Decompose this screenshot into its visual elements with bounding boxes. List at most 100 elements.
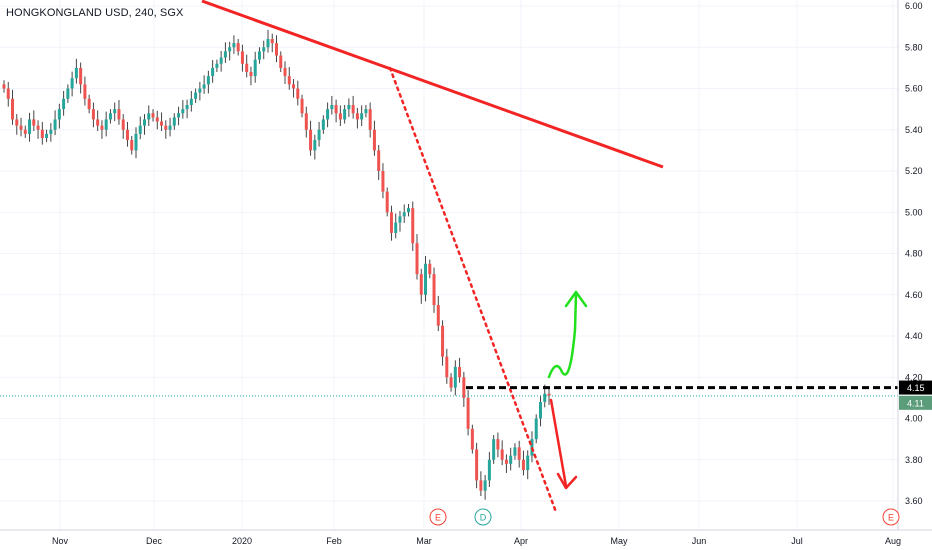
candle <box>19 117 23 137</box>
candle <box>351 95 355 119</box>
candle <box>202 75 206 94</box>
candle <box>287 67 291 90</box>
candle <box>228 41 232 61</box>
candle <box>45 129 49 143</box>
candle <box>53 110 57 136</box>
candle <box>483 475 487 500</box>
event-marker-d1[interactable]: D <box>474 508 492 526</box>
x-tick-label: Dec <box>146 536 163 546</box>
bearish-arrow[interactable] <box>549 398 568 488</box>
y-tick-label: 5.00 <box>905 207 923 217</box>
resistance-trendline[interactable] <box>201 0 664 169</box>
y-tick-label: 5.20 <box>905 166 923 176</box>
y-tick-label: 5.60 <box>905 84 923 94</box>
candle <box>449 373 453 392</box>
candle <box>2 80 6 93</box>
y-tick-label: 6.00 <box>905 1 923 11</box>
candle <box>347 98 351 117</box>
candle <box>309 120 313 156</box>
grid <box>0 0 898 530</box>
last-price-label: 4.11 <box>907 398 924 408</box>
candle <box>6 81 10 107</box>
candle <box>151 109 155 122</box>
bullish-arrowhead <box>564 290 588 308</box>
candle <box>428 259 432 279</box>
level-price-badge <box>899 380 932 395</box>
candle <box>317 121 321 147</box>
x-tick-label: Apr <box>514 536 528 546</box>
event-marker-e2[interactable]: E <box>882 508 900 526</box>
event-label: E <box>888 513 894 523</box>
candle <box>257 47 261 64</box>
candle <box>432 267 436 313</box>
y-tick-label: 4.60 <box>905 290 923 300</box>
candle <box>368 102 372 138</box>
candle <box>462 371 466 407</box>
candle <box>125 121 129 147</box>
candle <box>326 102 330 128</box>
event-label: E <box>435 513 441 523</box>
candle <box>445 348 449 384</box>
candle <box>23 125 27 138</box>
candle <box>113 102 117 122</box>
candle <box>538 395 542 427</box>
y-tick-label: 3.60 <box>905 496 923 506</box>
candle <box>402 204 406 223</box>
time-axis: Nov Dec 2020 Feb Mar Apr May Jun Jul Aug <box>0 529 932 546</box>
candle <box>419 268 423 304</box>
dotted-trendline[interactable] <box>388 66 558 514</box>
candle <box>479 471 483 497</box>
candle <box>240 44 244 72</box>
candle <box>134 127 138 159</box>
drawings <box>0 0 898 514</box>
candle <box>275 35 278 63</box>
candle <box>330 95 334 115</box>
candle <box>74 58 78 84</box>
candle <box>87 94 91 114</box>
candle <box>372 120 376 156</box>
candle <box>270 33 274 53</box>
candle <box>398 211 402 232</box>
candle <box>262 40 266 60</box>
x-tick-label: Jun <box>692 536 707 546</box>
candle <box>177 106 181 126</box>
candle <box>334 99 338 123</box>
candle <box>517 440 521 468</box>
y-tick-label: 4.20 <box>905 372 923 382</box>
candle <box>70 71 74 97</box>
candle <box>504 454 508 473</box>
candle <box>377 145 381 181</box>
last-price-badge <box>899 395 932 410</box>
candle <box>509 447 513 471</box>
candle <box>513 443 517 460</box>
candle <box>117 100 121 125</box>
x-tick-label: Nov <box>52 536 69 546</box>
candle <box>130 135 134 155</box>
candle <box>96 110 100 131</box>
candle <box>253 51 257 83</box>
symbol-title[interactable]: HONGKONGLAND USD, 240, SGX <box>6 7 184 19</box>
candle <box>194 88 198 103</box>
bullish-arrow[interactable] <box>547 292 578 379</box>
candle <box>521 450 525 476</box>
candle <box>279 51 283 72</box>
candle <box>11 89 15 125</box>
candle <box>321 115 325 134</box>
candle <box>389 205 393 241</box>
candle <box>83 76 87 106</box>
candle <box>49 123 53 142</box>
candle <box>411 201 415 252</box>
candle <box>121 114 125 139</box>
candle <box>181 100 185 119</box>
candle <box>547 388 551 405</box>
event-marker-e1[interactable]: E <box>429 508 447 526</box>
candle <box>185 99 189 119</box>
candle <box>492 435 496 464</box>
y-tick-label: 5.40 <box>905 125 923 135</box>
candle <box>15 114 19 135</box>
candle <box>79 62 83 94</box>
candle <box>32 110 36 131</box>
candle <box>453 360 457 396</box>
candle <box>526 450 530 480</box>
